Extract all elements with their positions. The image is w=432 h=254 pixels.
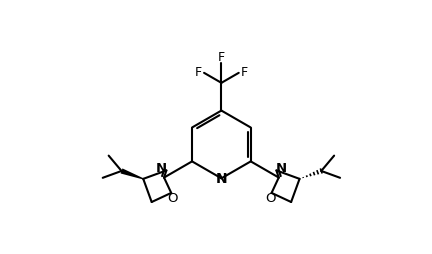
Polygon shape <box>121 168 143 179</box>
Text: F: F <box>241 66 248 78</box>
Text: F: F <box>218 51 225 64</box>
Text: N: N <box>156 162 167 176</box>
Text: O: O <box>168 192 178 205</box>
Text: O: O <box>265 192 275 205</box>
Text: N: N <box>216 172 227 186</box>
Text: N: N <box>276 162 287 176</box>
Text: F: F <box>195 66 202 78</box>
